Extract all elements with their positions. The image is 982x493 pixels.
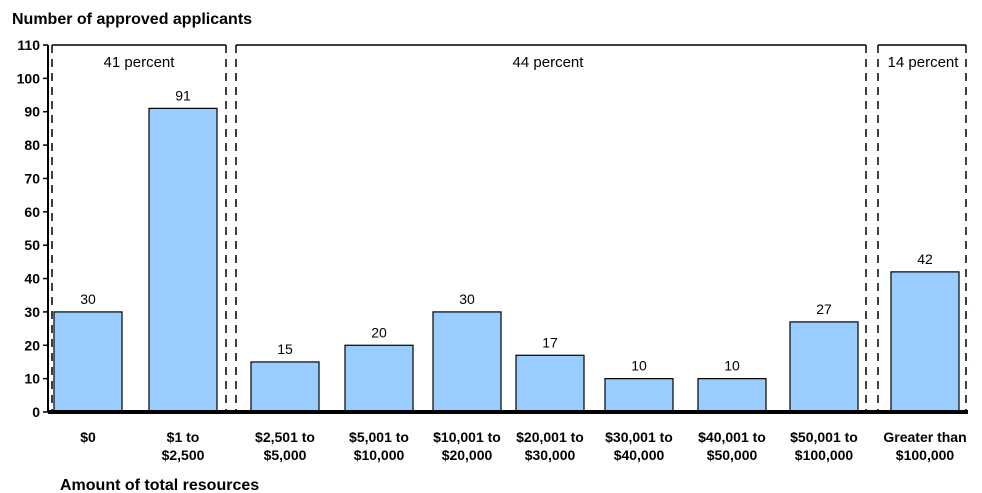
- y-tick-label: 80: [24, 137, 40, 153]
- bar: [516, 355, 584, 412]
- x-tick-label: $40,001 to $50,000: [698, 429, 766, 463]
- x-tick-label: $2,501 to $5,000: [255, 429, 315, 463]
- bar-value-label: 27: [816, 301, 832, 317]
- y-tick-label: 110: [17, 37, 40, 53]
- bar: [54, 312, 122, 412]
- bar: [698, 379, 766, 412]
- bar: [433, 312, 501, 412]
- x-tick-label: $20,001 to $30,000: [516, 429, 584, 463]
- bar: [345, 345, 413, 412]
- x-tick-label: $0: [80, 429, 96, 445]
- bar-value-label: 10: [724, 358, 740, 374]
- y-tick-label: 0: [32, 404, 40, 420]
- bar: [891, 272, 959, 412]
- x-axis-title: Amount of total resources: [60, 477, 259, 493]
- bar-value-label: 91: [175, 87, 191, 103]
- y-tick-label: 50: [24, 237, 40, 253]
- bar: [251, 362, 319, 412]
- bar-value-label: 15: [277, 341, 293, 357]
- y-tick-label: 10: [24, 371, 40, 387]
- y-tick-label: 40: [24, 271, 40, 287]
- y-tick-label: 60: [24, 204, 40, 220]
- x-tick-label: Greater than $100,000: [883, 429, 966, 463]
- x-tick-label: $1 to $2,500: [162, 429, 205, 463]
- bar: [790, 322, 858, 412]
- bar: [149, 108, 217, 412]
- group-percent-label: 41 percent: [104, 54, 176, 71]
- bar-value-label: 30: [459, 291, 475, 307]
- x-axis-tick-labels: $0 $1 to $2,500 $2,501 to $5,000 $5,001 to $10…: [80, 429, 966, 463]
- y-tick-label: 100: [17, 70, 41, 86]
- x-tick-label: $5,001 to $10,000: [349, 429, 409, 463]
- x-tick-label: $30,001 to $40,000: [605, 429, 673, 463]
- y-tick-label: 90: [24, 104, 40, 120]
- y-tick-label: 20: [24, 337, 40, 353]
- bar-value-label: 42: [917, 251, 933, 267]
- group-percent-label: 14 percent: [888, 54, 960, 71]
- x-tick-label: $50,001 to $100,000: [790, 429, 858, 463]
- y-axis-title: Number of approved applicants: [12, 11, 252, 28]
- bar-value-label: 30: [80, 291, 96, 307]
- x-tick-label: $10,001 to $20,000: [433, 429, 501, 463]
- bar: [605, 379, 673, 412]
- y-tick-label: 30: [24, 304, 40, 320]
- group-percent-label: 44 percent: [513, 54, 585, 71]
- bar-value-label: 10: [631, 358, 647, 374]
- bar-value-label: 17: [542, 334, 558, 350]
- y-axis: 0 10 20 30 40 50 60 70 80 90 100 110: [17, 37, 48, 420]
- bar-value-label: 20: [371, 324, 387, 340]
- y-tick-label: 70: [24, 170, 40, 186]
- bars: 30 91 15 20 30 17 10 10 27 42: [48, 87, 968, 412]
